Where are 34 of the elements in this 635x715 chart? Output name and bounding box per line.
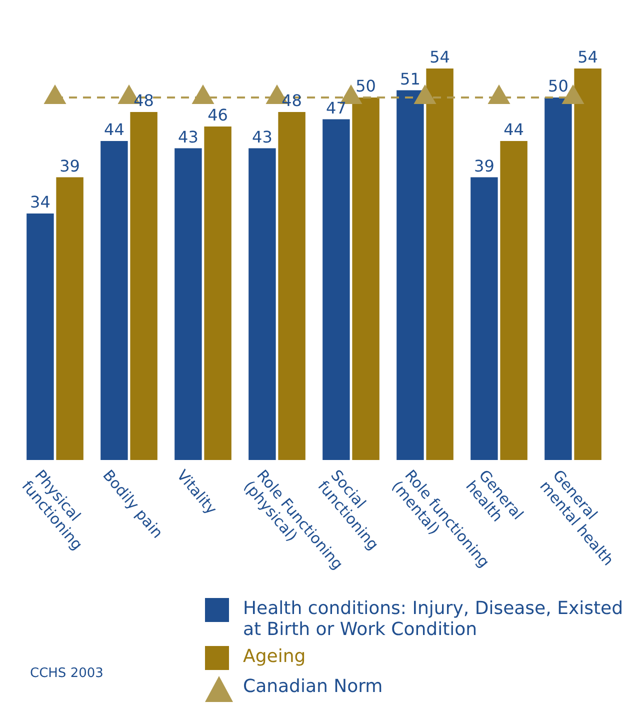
data-label: 39	[474, 156, 494, 176]
data-label: 43	[178, 127, 198, 146]
data-label: 39	[60, 156, 80, 176]
bar	[352, 98, 380, 460]
bar	[278, 112, 306, 460]
bar	[26, 214, 54, 460]
data-label: 44	[104, 120, 124, 140]
bar	[100, 141, 128, 460]
data-label: 54	[578, 48, 598, 67]
bar	[396, 90, 424, 460]
bar	[500, 141, 528, 460]
data-label: 54	[430, 48, 450, 67]
bar	[204, 126, 232, 460]
bar	[56, 177, 84, 460]
bar	[426, 68, 454, 460]
data-label: 34	[30, 192, 50, 212]
data-label: 47	[326, 98, 346, 118]
data-label: 51	[400, 69, 420, 88]
bar	[248, 148, 276, 460]
bar	[174, 148, 202, 460]
data-label: 50	[548, 76, 568, 96]
data-label: 46	[208, 106, 228, 125]
data-label: 43	[252, 127, 272, 146]
data-label: 50	[356, 76, 376, 96]
bar	[470, 177, 498, 460]
bar	[322, 119, 350, 460]
text: CCHS 2003	[30, 666, 104, 681]
legend-label: Health conditions: Injury, Disease, Existed at Birth or Work Condition	[243, 598, 624, 640]
legend-label: Ageing	[243, 646, 306, 667]
data-label: 44	[504, 120, 524, 140]
legend-label: Canadian Norm	[243, 676, 383, 697]
bar	[574, 68, 602, 460]
bar	[544, 98, 572, 460]
bar	[130, 112, 158, 460]
